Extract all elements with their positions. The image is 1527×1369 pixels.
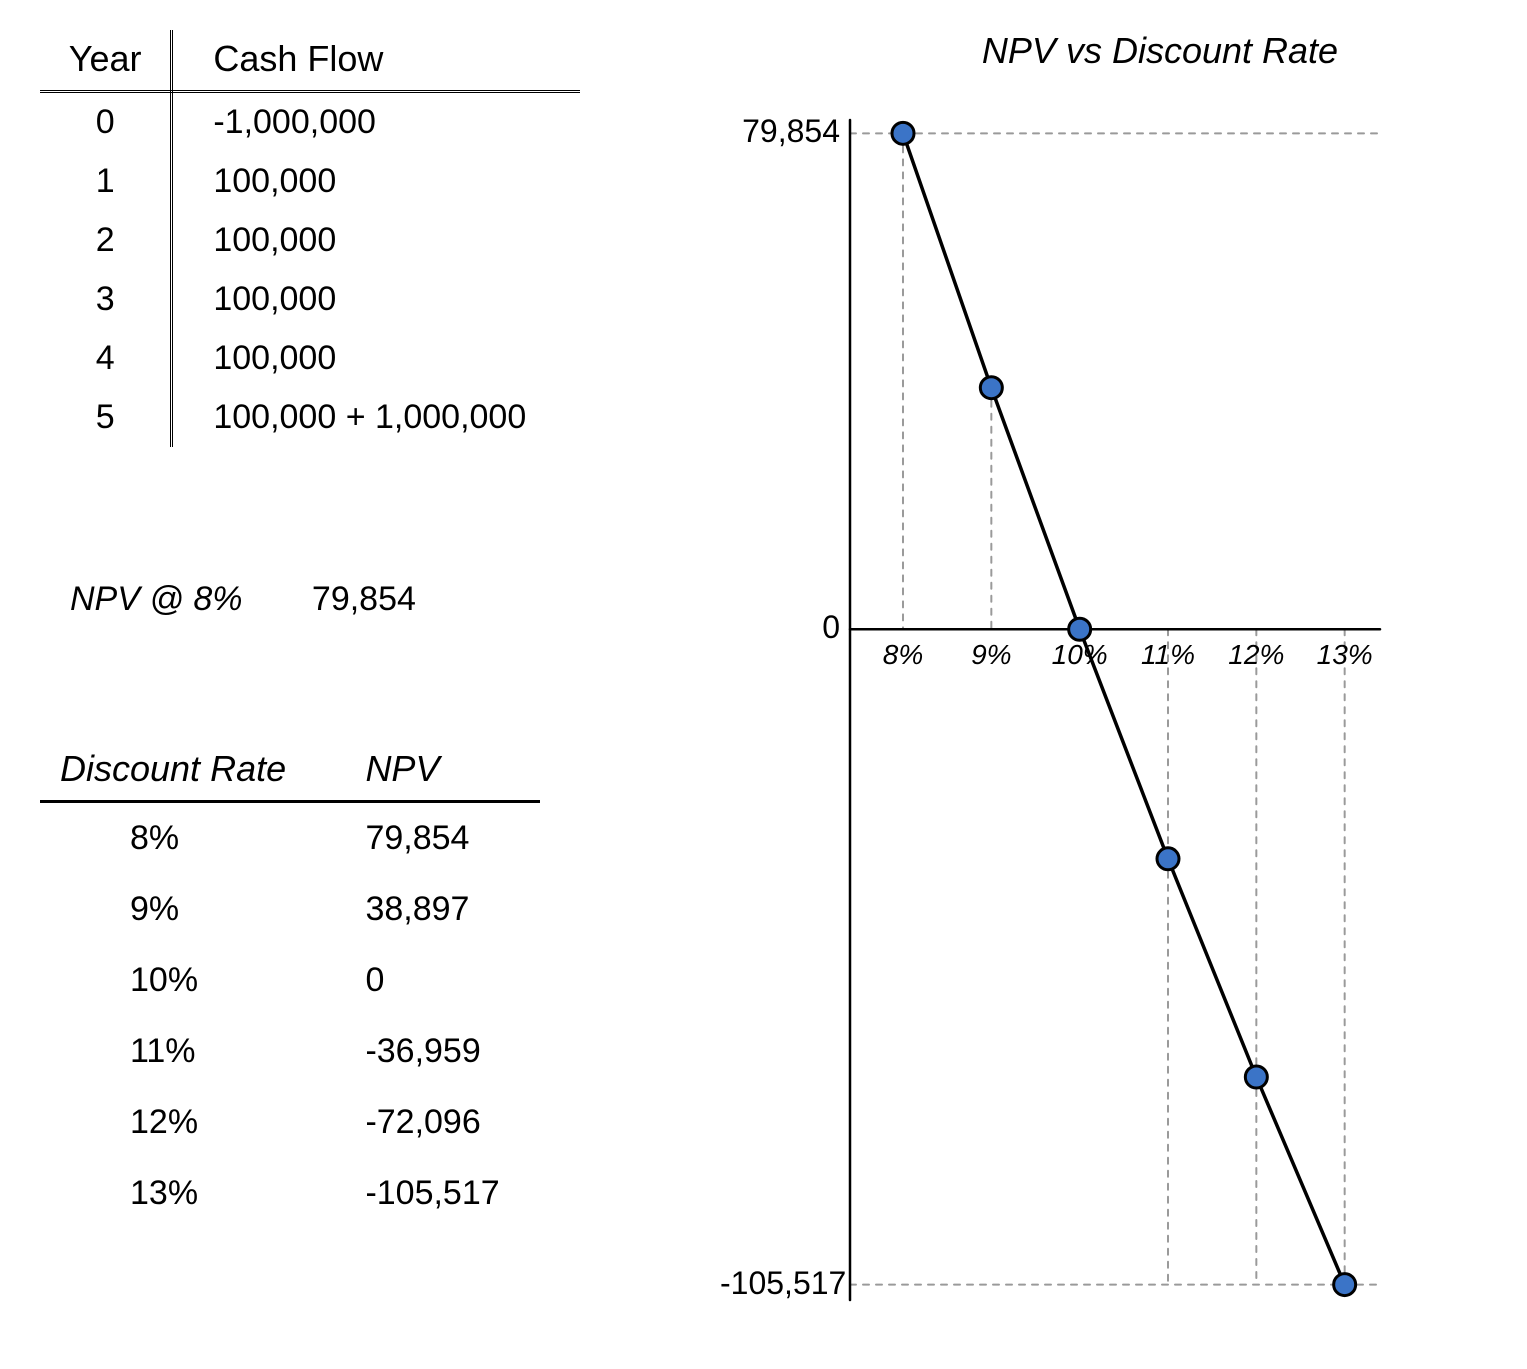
cashflow-header-year: Year [40, 30, 172, 92]
table-row: 0-1,000,000 [40, 92, 580, 153]
table-row: 11%-36,959 [40, 1016, 540, 1087]
cashflow-cell: 100,000 [172, 152, 580, 211]
year-cell: 1 [40, 152, 172, 211]
table-row: 12%-72,096 [40, 1087, 540, 1158]
discount-rate-table: Discount Rate NPV 8%79,8549%38,89710%011… [40, 740, 540, 1229]
rate-cell: 13% [40, 1158, 335, 1229]
rate-cell: 12% [40, 1087, 335, 1158]
chart-svg [700, 90, 1400, 1320]
table-row: 9%38,897 [40, 874, 540, 945]
year-cell: 0 [40, 92, 172, 153]
chart-marker [1245, 1066, 1267, 1088]
rate-cell: 11% [40, 1016, 335, 1087]
npv-at-value: 79,854 [312, 580, 416, 619]
chart-xtick-label: 11% [1138, 639, 1198, 671]
table-row: 5100,000 + 1,000,000 [40, 388, 580, 447]
cashflow-cell: 100,000 + 1,000,000 [172, 388, 580, 447]
npv-cell: -72,096 [335, 1087, 540, 1158]
chart-marker [892, 122, 914, 144]
table-row: 4100,000 [40, 329, 580, 388]
npv-cell: 38,897 [335, 874, 540, 945]
cashflow-cell: 100,000 [172, 270, 580, 329]
npv-at-summary: NPV @ 8% 79,854 [70, 580, 416, 619]
rate-cell: 8% [40, 802, 335, 875]
chart-ytick-label: 0 [720, 609, 840, 646]
chart-ytick-label: -105,517 [720, 1265, 840, 1302]
npv-at-label: NPV @ 8% [70, 580, 242, 619]
chart-xtick-label: 13% [1315, 639, 1375, 671]
cashflow-header-cashflow: Cash Flow [172, 30, 580, 92]
cashflow-cell: -1,000,000 [172, 92, 580, 153]
rate-cell: 10% [40, 945, 335, 1016]
rate-header-rate: Discount Rate [40, 740, 335, 802]
table-row: 13%-105,517 [40, 1158, 540, 1229]
cashflow-cell: 100,000 [172, 211, 580, 270]
npv-chart: 79,854 0 -105,517 8% 9% 10% 11% 12% 13% [700, 90, 1400, 1320]
chart-xtick-label: 10% [1050, 639, 1110, 671]
chart-xtick-label: 12% [1226, 639, 1286, 671]
chart-marker [1334, 1274, 1356, 1296]
rate-header-npv: NPV [335, 740, 540, 802]
table-row: 8%79,854 [40, 802, 540, 875]
rate-cell: 9% [40, 874, 335, 945]
year-cell: 2 [40, 211, 172, 270]
chart-ytick-label: 79,854 [720, 113, 840, 150]
npv-cell: 0 [335, 945, 540, 1016]
npv-cell: 79,854 [335, 802, 540, 875]
year-cell: 4 [40, 329, 172, 388]
chart-xtick-label: 8% [873, 639, 933, 671]
table-row: 1100,000 [40, 152, 580, 211]
chart-marker [980, 377, 1002, 399]
table-row: 3100,000 [40, 270, 580, 329]
npv-cell: -105,517 [335, 1158, 540, 1229]
year-cell: 5 [40, 388, 172, 447]
table-row: 10%0 [40, 945, 540, 1016]
chart-title: NPV vs Discount Rate [900, 30, 1420, 72]
chart-marker [1157, 848, 1179, 870]
cashflow-table: Year Cash Flow 0-1,000,0001100,0002100,0… [40, 30, 580, 447]
npv-cell: -36,959 [335, 1016, 540, 1087]
year-cell: 3 [40, 270, 172, 329]
chart-marker [1069, 618, 1091, 640]
table-row: 2100,000 [40, 211, 580, 270]
chart-xtick-label: 9% [961, 639, 1021, 671]
cashflow-cell: 100,000 [172, 329, 580, 388]
